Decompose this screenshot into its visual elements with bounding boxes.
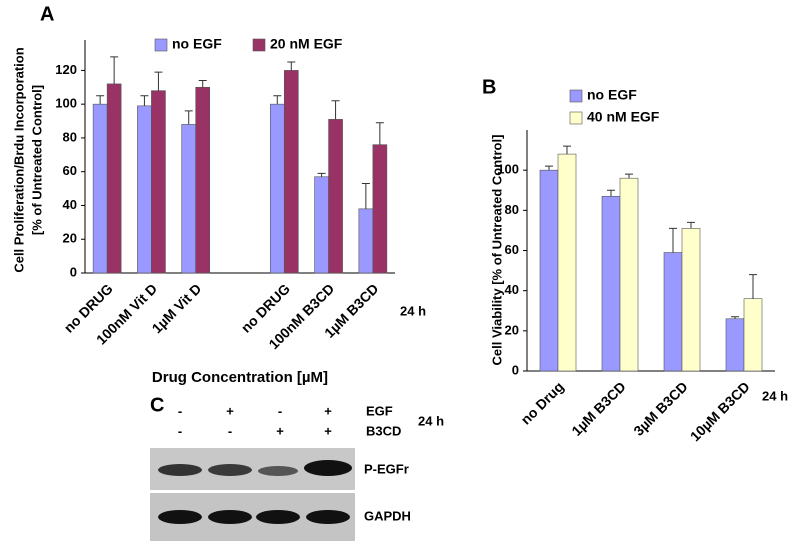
legend-swatch: [252, 38, 266, 52]
bar: [181, 124, 197, 274]
bar: [725, 318, 745, 372]
legend-label: no EGF: [172, 36, 222, 52]
error-bar: [687, 221, 695, 229]
sign: +: [276, 423, 284, 438]
bar: [681, 228, 701, 372]
bar: [151, 90, 166, 274]
sign: +: [324, 403, 332, 418]
sign: +: [324, 423, 332, 438]
band: [258, 466, 298, 476]
y-tick-label: 100: [497, 162, 519, 177]
y-tick-label: 0: [512, 362, 519, 377]
legend-swatch: [154, 38, 168, 52]
band: [304, 460, 352, 476]
bar: [557, 153, 577, 372]
error-bar: [749, 274, 757, 299]
bar: [137, 105, 152, 274]
error-bar: [607, 189, 615, 197]
bar: [328, 119, 343, 274]
error-bar: [273, 95, 282, 105]
bar: [372, 144, 388, 274]
bar: [601, 195, 621, 372]
x-axis-label: Drug Concentration [µM]: [152, 369, 328, 386]
bar: [283, 70, 299, 274]
band-label: GAPDH: [364, 508, 411, 523]
bar: [106, 83, 122, 274]
bar: [269, 103, 285, 274]
x-tick-label: no Drug: [517, 378, 566, 427]
error-bar: [110, 56, 119, 84]
legend-swatch: [569, 89, 583, 103]
error-bar: [198, 80, 207, 88]
error-bar: [375, 122, 384, 145]
error-bar: [154, 71, 163, 91]
error-bar: [140, 95, 149, 106]
error-bar: [331, 100, 340, 120]
y-tick-label: 80: [505, 202, 519, 217]
row-label: B3CD: [366, 423, 401, 438]
x-tick-label: 10µM B3CD: [687, 378, 753, 444]
y-tick-label: 80: [63, 129, 77, 144]
bar: [743, 298, 763, 372]
y-tick-label: 100: [55, 96, 77, 111]
bar: [92, 103, 108, 274]
error-bar: [361, 183, 370, 209]
band: [158, 464, 202, 476]
y-tick-label: 60: [505, 242, 519, 257]
error-bar: [317, 172, 326, 177]
y-tick-label: 120: [55, 62, 77, 77]
y-axis-label: Cell Proliferation/Brdu Incorporation: [11, 47, 26, 272]
sign: +: [226, 403, 234, 418]
error-bar: [184, 110, 193, 125]
x-tick-label: 1µM B3CD: [568, 378, 628, 438]
error-bar: [96, 95, 105, 105]
y-tick-label: 60: [63, 163, 77, 178]
error-bar: [287, 61, 296, 71]
y-tick-label: 0: [70, 264, 77, 279]
legend-swatch: [569, 111, 583, 125]
y-tick-label: 20: [505, 322, 519, 337]
bar: [663, 252, 683, 372]
band: [208, 510, 252, 524]
sign: -: [278, 403, 282, 418]
annotation: 24 h: [400, 303, 426, 318]
bar: [358, 208, 374, 274]
y-axis-label: Cell Viability [% of Untreated Control]: [489, 135, 504, 366]
error-bar: [545, 165, 553, 171]
error-bar: [625, 173, 633, 179]
sign: -: [178, 403, 182, 418]
panel-label: B: [482, 76, 496, 98]
sign: -: [228, 423, 232, 438]
bar: [195, 86, 211, 274]
y-axis-label: [% of Untreated Control]: [29, 85, 44, 235]
panel-label: C: [150, 394, 164, 416]
legend-label: 40 nM EGF: [587, 109, 660, 125]
legend-label: 20 nM EGF: [270, 36, 343, 52]
x-tick-label: 3µM B3CD: [630, 378, 690, 438]
band-label: P-EGFr: [364, 461, 409, 476]
blot: [150, 448, 355, 541]
row-label: EGF: [366, 403, 393, 418]
band: [158, 510, 202, 524]
bar: [539, 169, 559, 372]
y-tick-label: 40: [505, 282, 519, 297]
y-tick-label: 40: [63, 197, 77, 212]
y-tick-label: 20: [63, 231, 77, 246]
error-bar: [563, 145, 571, 155]
time-label: 24 h: [418, 413, 444, 428]
bar: [314, 176, 329, 274]
band: [256, 510, 300, 524]
band: [208, 464, 252, 476]
bar: [619, 177, 639, 372]
legend-label: no EGF: [587, 87, 637, 103]
annotation: 24 h: [762, 388, 788, 403]
error-bar: [669, 227, 677, 253]
sign: -: [178, 423, 182, 438]
error-bar: [731, 316, 739, 319]
panel-label: A: [40, 3, 54, 25]
band: [306, 510, 350, 524]
